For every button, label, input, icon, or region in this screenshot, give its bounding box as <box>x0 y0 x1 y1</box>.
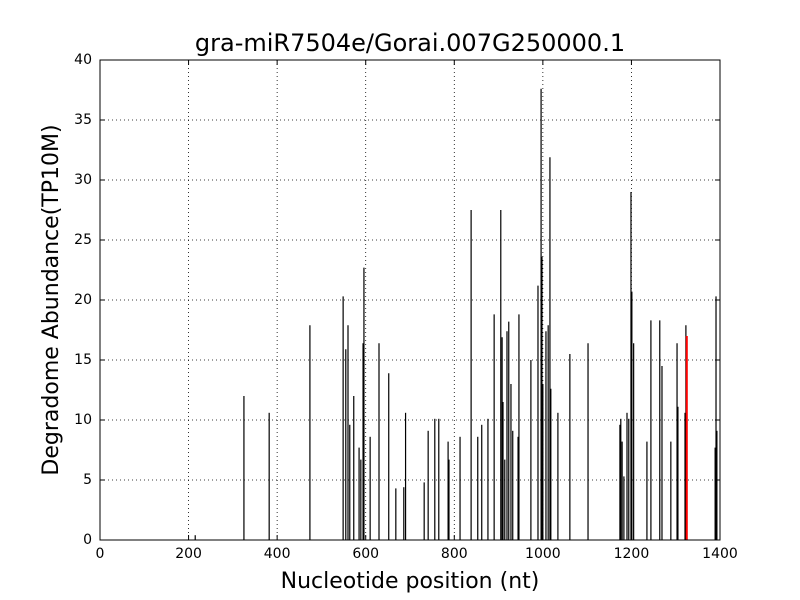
y-tick-label: 30 <box>74 172 92 188</box>
y-tick-label: 10 <box>74 412 92 428</box>
y-axis-label: Degradome Abundance(TP10M) <box>39 124 64 475</box>
x-tick-label: 200 <box>175 546 202 562</box>
y-tick-label: 5 <box>83 472 92 488</box>
y-tick-label: 40 <box>74 52 92 68</box>
x-tick-label: 0 <box>96 546 105 562</box>
plot-frame <box>99 59 721 541</box>
y-tick-label: 15 <box>74 352 92 368</box>
x-tick-label: 1200 <box>614 546 650 562</box>
y-tick-label: 35 <box>74 112 92 128</box>
y-tick-label: 0 <box>83 532 92 548</box>
x-tick-label: 1000 <box>525 546 561 562</box>
x-tick-label: 800 <box>441 546 468 562</box>
x-tick-label: 400 <box>264 546 291 562</box>
y-tick-label: 20 <box>74 292 92 308</box>
x-tick-label: 600 <box>352 546 379 562</box>
x-axis-label: Nucleotide position (nt) <box>281 569 540 594</box>
chart-title: gra-miR7504e/Gorai.007G250000.1 <box>195 29 625 57</box>
y-tick-label: 25 <box>74 232 92 248</box>
x-tick-label: 1400 <box>702 546 738 562</box>
